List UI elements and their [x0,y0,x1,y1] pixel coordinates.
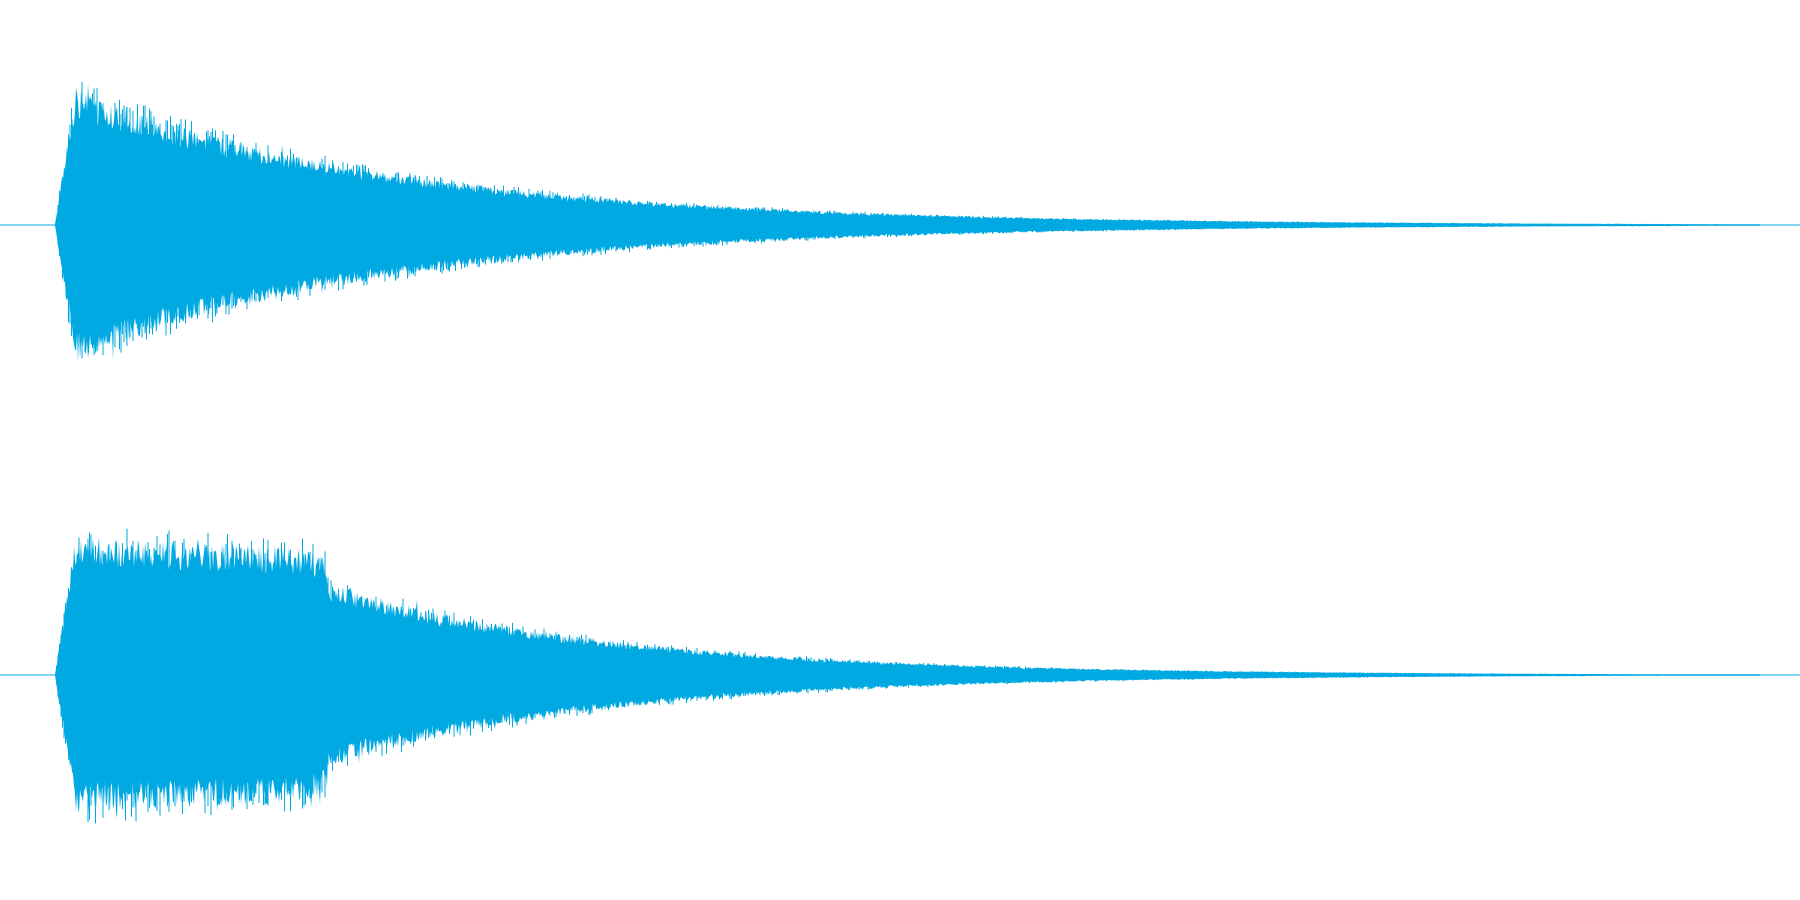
channel-1-waveform-body [55,84,1760,362]
channel-1-waveform [0,81,1800,362]
channel-2-waveform [0,528,1800,824]
channel-2-waveform-body [55,537,1760,819]
